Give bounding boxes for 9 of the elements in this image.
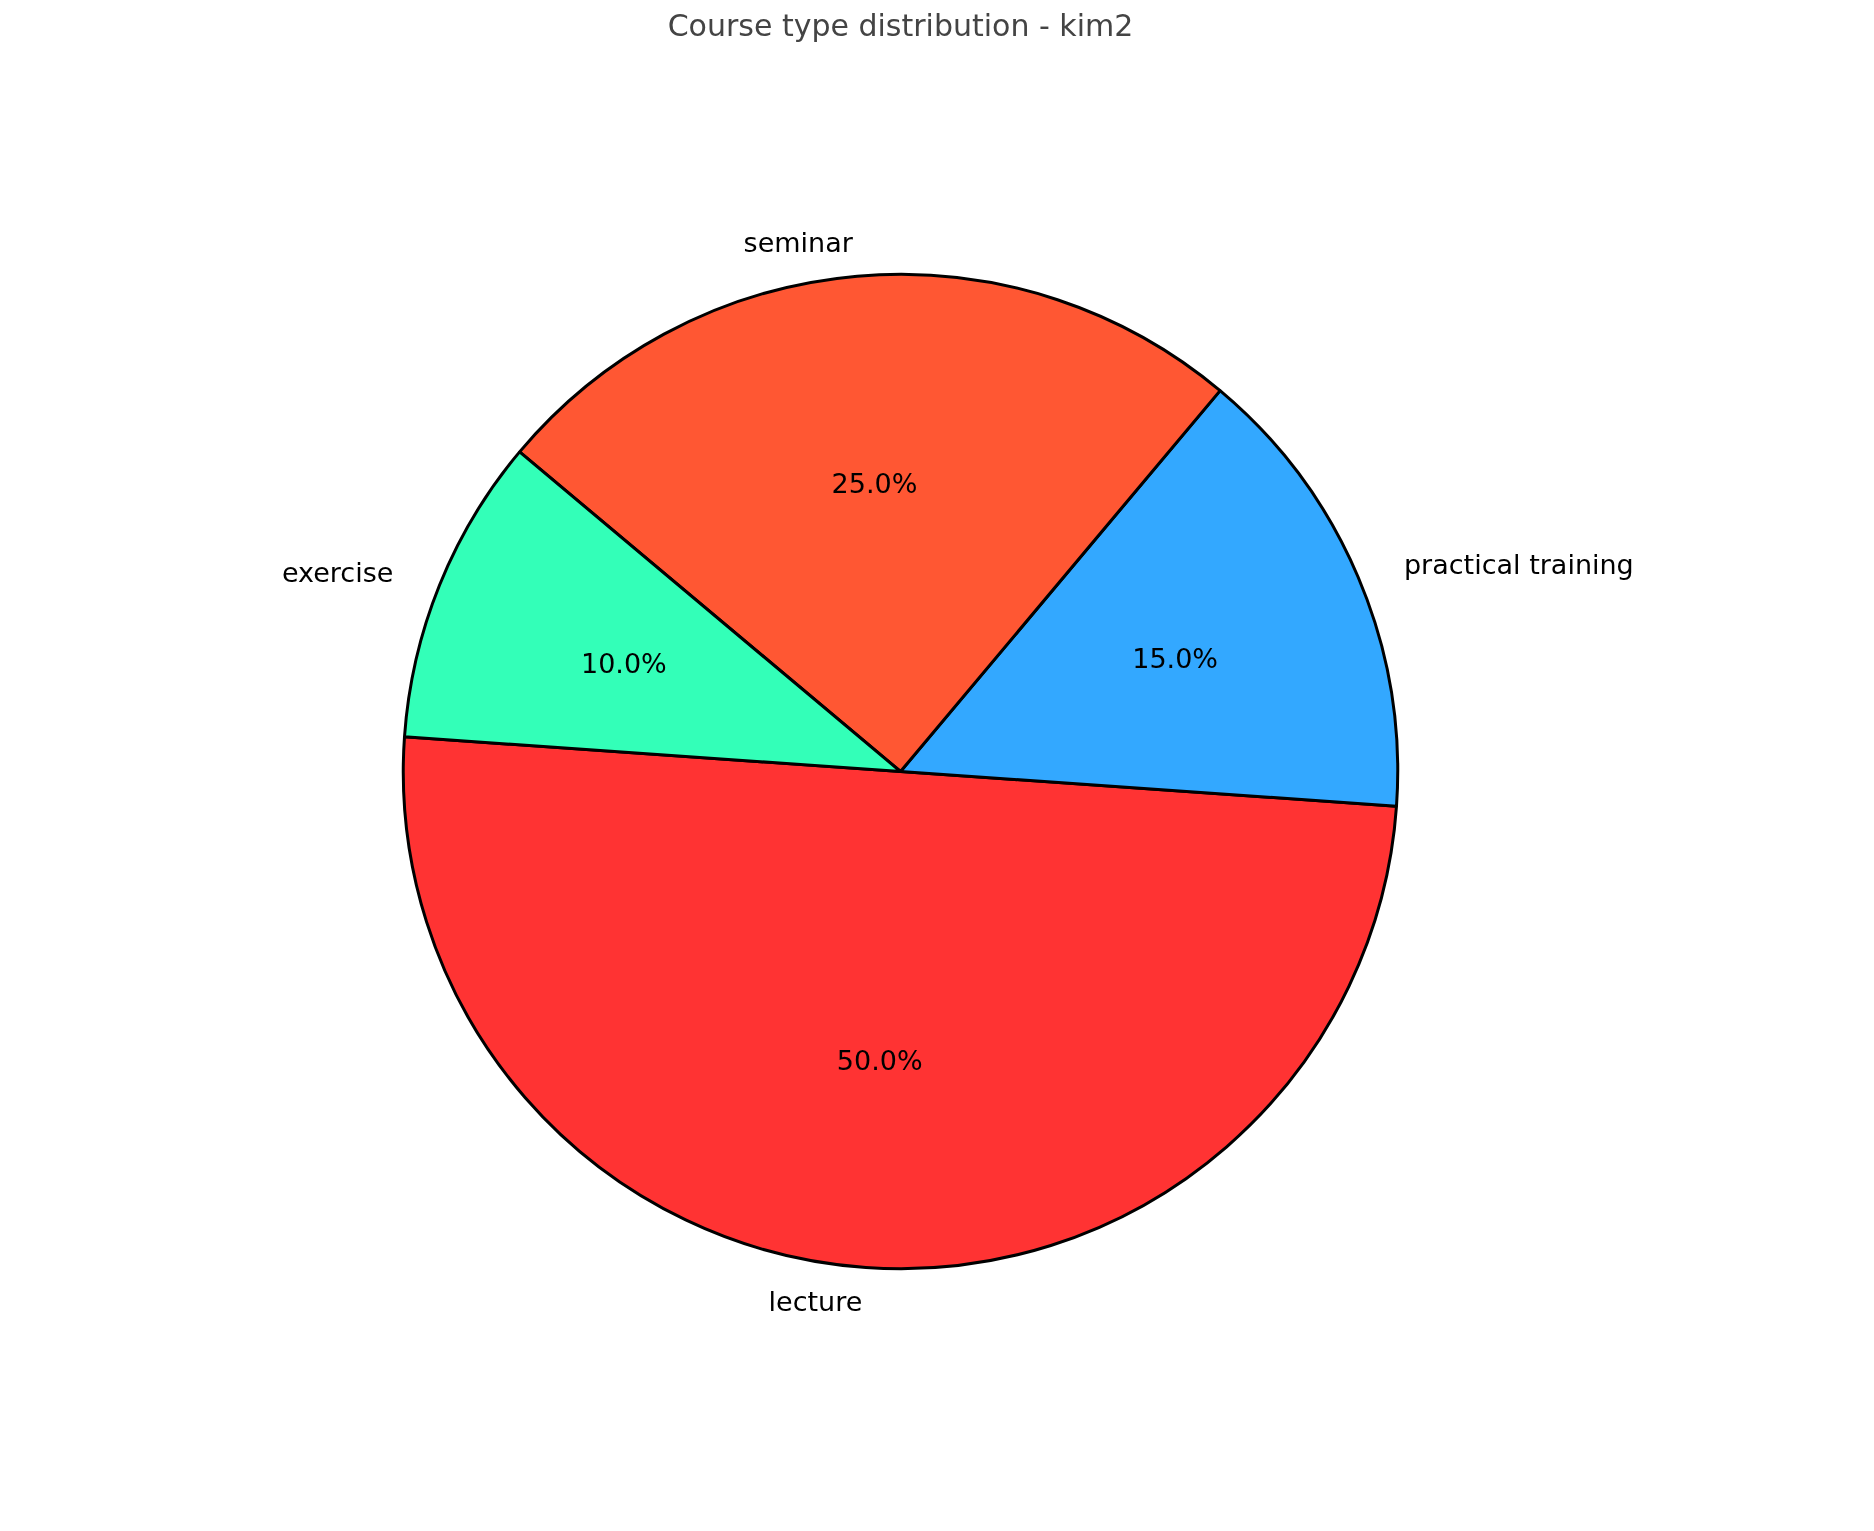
data-label: 25.0% — [831, 467, 918, 499]
slice-label: seminar — [743, 227, 854, 259]
slice-label: practical training — [1403, 548, 1634, 580]
chart-title: Course type distribution - kim2 — [667, 7, 1134, 43]
slice-label: lecture — [768, 1285, 863, 1317]
data-label: 50.0% — [836, 1044, 923, 1076]
slice-label: exercise — [281, 557, 394, 589]
data-label: 10.0% — [581, 647, 667, 679]
data-label: 15.0% — [1132, 642, 1219, 674]
